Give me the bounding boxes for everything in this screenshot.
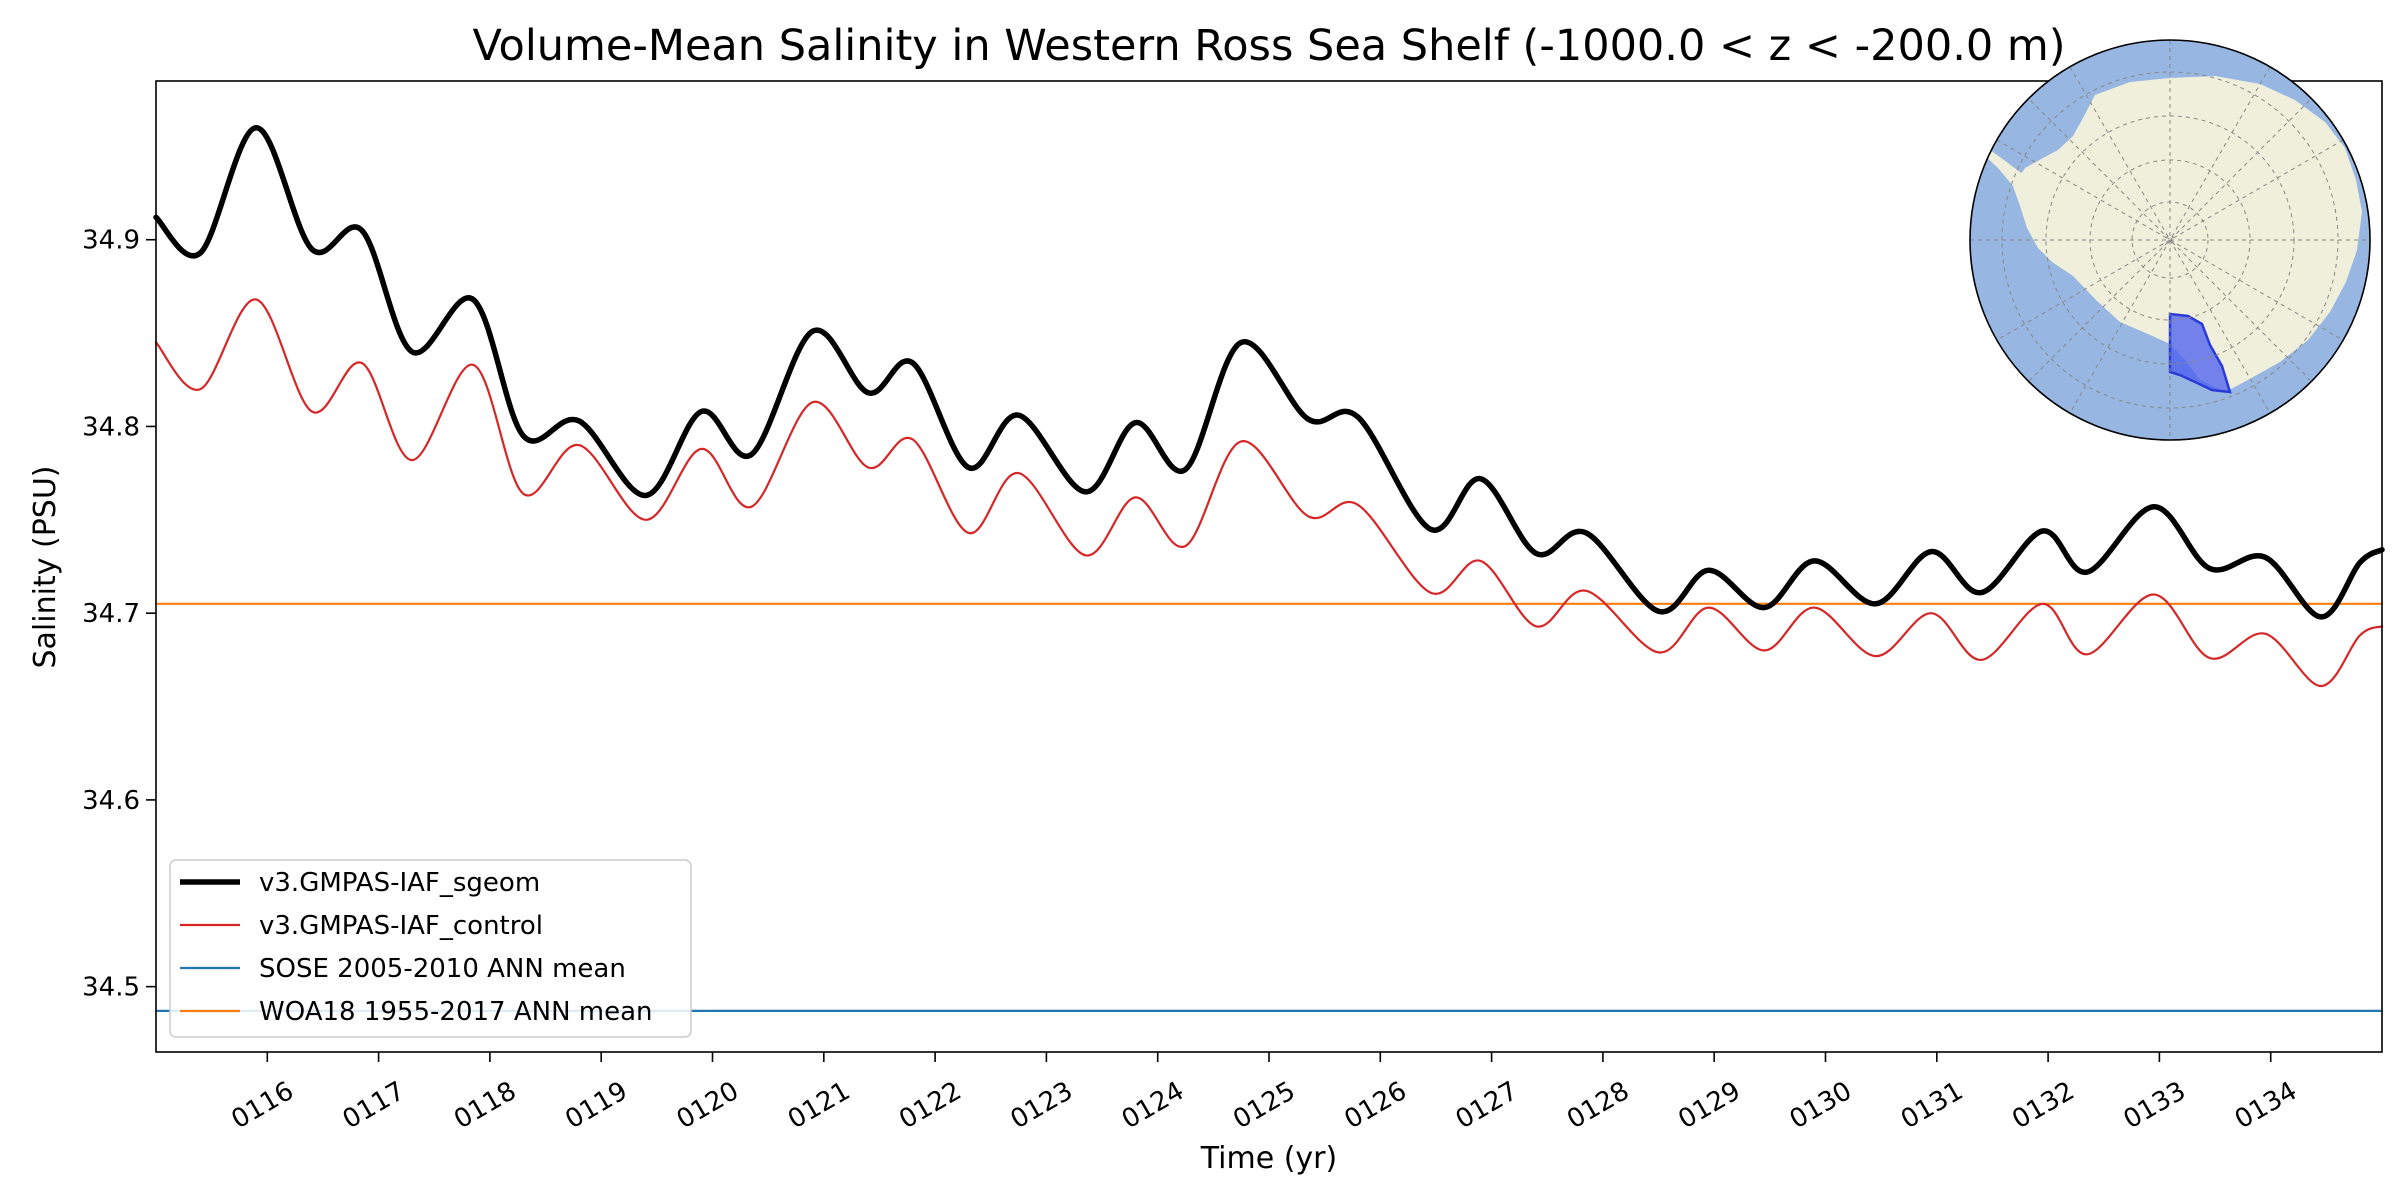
x-tick-label: 0126 [1339, 1076, 1411, 1135]
x-tick-label: 0124 [1117, 1076, 1189, 1135]
series-line-0 [153, 124, 2385, 620]
map-region [2168, 312, 2232, 394]
x-tick-label: 0134 [2230, 1076, 2302, 1135]
x-axis-label: Time (yr) [1200, 1141, 1337, 1176]
inset-map [1969, 39, 2371, 441]
legend-label-2: SOSE 2005-2010 ANN mean [259, 954, 626, 984]
map-antarctica-land [2013, 76, 2362, 392]
y-tick-label: 34.7 [82, 599, 140, 629]
x-tick-label: 0131 [1896, 1076, 1968, 1135]
map-border [1969, 39, 2371, 441]
series-line-1 [154, 298, 2384, 688]
x-tick-label: 0133 [2119, 1076, 2191, 1135]
x-tick-label: 0121 [783, 1076, 855, 1135]
legend-label-3: WOA18 1955-2017 ANN mean [259, 997, 653, 1027]
y-tick-label: 34.9 [82, 226, 140, 256]
x-tick-label: 0120 [672, 1076, 744, 1135]
x-tick-label: 0129 [1673, 1076, 1745, 1135]
x-tick-label: 0130 [1785, 1076, 1857, 1135]
plot-frame [155, 80, 2383, 1053]
y-tick-label: 34.5 [82, 973, 140, 1003]
legend-label-0: v3.GMPAS-IAF_sgeom [259, 868, 540, 898]
y-axis-label: Salinity (PSU) [28, 466, 63, 669]
x-tick-label: 0117 [338, 1076, 410, 1135]
x-tick-label: 0122 [894, 1076, 966, 1135]
x-tick-label: 0118 [449, 1076, 521, 1135]
x-tick-label: 0123 [1006, 1076, 1078, 1135]
legend: v3.GMPAS-IAF_sgeom v3.GMPAS-IAF_control SO… [169, 859, 692, 1038]
map-graticule [1970, 40, 2370, 440]
x-tick-label: 0127 [1451, 1076, 1523, 1135]
y-tick-label: 34.6 [82, 786, 140, 816]
legend-label-1: v3.GMPAS-IAF_control [259, 911, 543, 941]
x-tick-label: 0119 [560, 1076, 632, 1135]
series-layer [153, 124, 2385, 1012]
map-peninsula-land [1985, 150, 2030, 186]
x-tick-label: 0125 [1228, 1076, 1300, 1135]
chart-title: Volume-Mean Salinity in Western Ross Sea… [472, 21, 2065, 71]
legend-box [169, 859, 692, 1038]
y-tick-label: 34.8 [82, 412, 140, 442]
x-tick-label: 0132 [2007, 1076, 2079, 1135]
x-tick-label: 0116 [226, 1076, 298, 1135]
x-tick-label: 0128 [1562, 1076, 1634, 1135]
